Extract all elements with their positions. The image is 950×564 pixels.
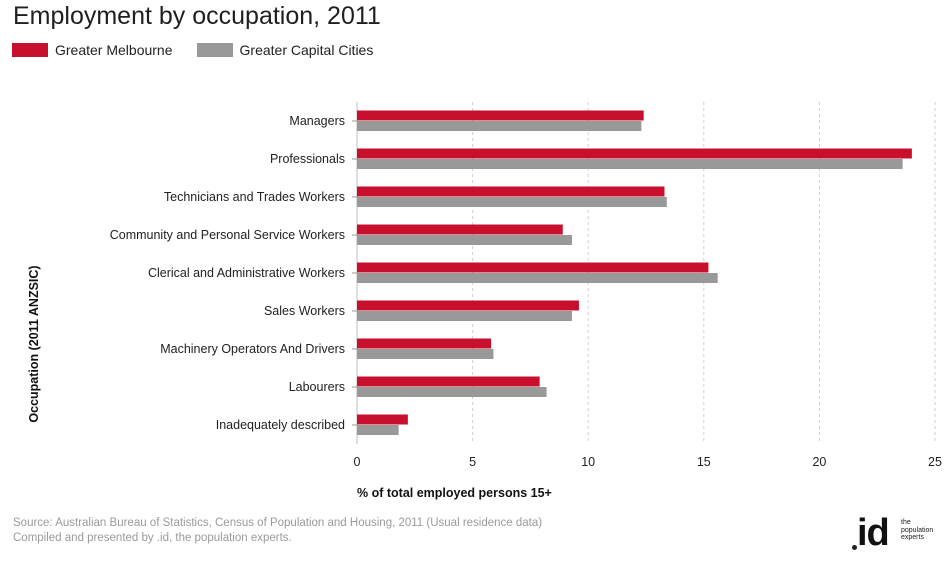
y-tick-label: Clerical and Administrative Workers [148, 266, 345, 280]
x-axis-label: % of total employed persons 15+ [357, 486, 552, 500]
bar-greater-melbourne [357, 300, 579, 311]
y-tick-label: Professionals [270, 152, 345, 166]
bar-greater-capital-cities [357, 349, 494, 359]
legend: Greater Melbourne Greater Capital Cities [12, 42, 397, 58]
id-logo: id the population experts [852, 512, 944, 556]
logo-mark: id [857, 512, 890, 554]
y-tick-label: Machinery Operators And Drivers [160, 342, 345, 356]
y-tick-label: Community and Personal Service Workers [110, 228, 345, 242]
x-tick-label: 15 [697, 455, 711, 469]
y-tick-label: Managers [289, 114, 345, 128]
x-tick-label: 10 [581, 455, 595, 469]
logo-dot [852, 545, 857, 550]
bar-greater-capital-cities [357, 197, 667, 207]
legend-swatch-greater-melbourne [12, 43, 48, 57]
x-tick-label: 20 [812, 455, 826, 469]
bar-greater-melbourne [357, 262, 709, 273]
bar-greater-capital-cities [357, 121, 642, 131]
bar-greater-capital-cities [357, 159, 903, 169]
y-tick-label: Labourers [289, 380, 345, 394]
bar-greater-capital-cities [357, 235, 573, 245]
y-tick-label: Inadequately described [216, 418, 345, 432]
y-tick-label: Sales Workers [264, 304, 345, 318]
source-note: Source: Australian Bureau of Statistics,… [13, 516, 542, 546]
logo-tagline-line: the [901, 519, 911, 526]
bar-greater-melbourne [357, 148, 912, 159]
legend-label-greater-capital-cities: Greater Capital Cities [239, 42, 374, 58]
legend-item-greater-capital-cities: Greater Capital Cities [196, 42, 374, 58]
y-tick-label: Technicians and Trades Workers [164, 190, 345, 204]
bar-greater-melbourne [357, 186, 665, 197]
bar-greater-capital-cities [357, 387, 547, 397]
logo-tagline-line: population [901, 526, 934, 534]
bar-greater-capital-cities [357, 425, 399, 435]
bar-greater-capital-cities [357, 273, 718, 283]
bar-greater-melbourne [357, 110, 644, 121]
bar-greater-melbourne [357, 414, 408, 425]
bar-greater-capital-cities [357, 311, 573, 321]
bar-greater-melbourne [357, 224, 563, 235]
x-tick-label: 0 [354, 455, 361, 469]
legend-item-greater-melbourne: Greater Melbourne [12, 42, 173, 58]
legend-label-greater-melbourne: Greater Melbourne [55, 42, 173, 58]
logo-tagline-line: experts [901, 534, 924, 541]
source-line: Source: Australian Bureau of Statistics,… [13, 517, 543, 529]
bar-greater-melbourne [357, 376, 540, 387]
logo-tagline: the population experts [901, 519, 933, 542]
x-tick-label: 5 [469, 455, 476, 469]
x-tick-label: 25 [928, 455, 942, 469]
compiled-line: Compiled and presented by .id, the popul… [13, 532, 292, 544]
legend-swatch-greater-capital-cities [196, 43, 233, 57]
chart-title: Employment by occupation, 2011 [13, 2, 381, 30]
bar-greater-melbourne [357, 338, 492, 349]
y-axis-label: Occupation (2011 ANZSIC) [27, 265, 41, 422]
